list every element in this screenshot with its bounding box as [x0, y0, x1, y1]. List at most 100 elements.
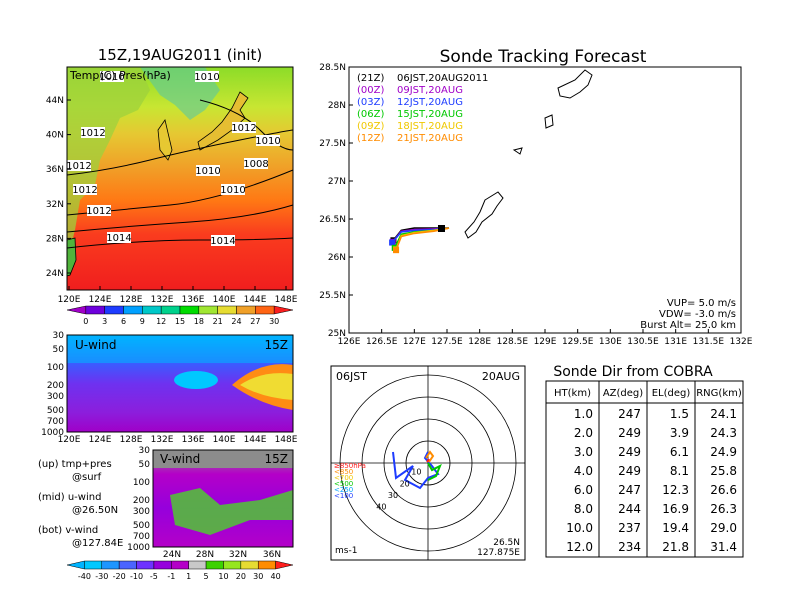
legend-text: 18JST,20AUG: [397, 121, 463, 132]
isobar-label: 1014: [210, 236, 235, 247]
table-cell: 249: [618, 464, 641, 478]
lon-tick-label: 128E: [120, 295, 143, 305]
lon-tick-label: 126E: [338, 337, 361, 347]
uwind-upper-band: [67, 335, 293, 363]
table-cell: 19.4: [662, 521, 689, 535]
map-plot: 1010 1010 1012 1012 1010 1008 1012 1010 …: [66, 66, 294, 291]
isobar-label: 1008: [243, 159, 268, 170]
vwind-time: 15Z: [265, 452, 289, 466]
pressure-tick-label: 50: [53, 345, 65, 355]
legend-text: 09JST,20AUG: [397, 85, 463, 96]
table-cell: 29.0: [710, 521, 737, 535]
hodograph-mid: [427, 462, 442, 481]
table-cell: 25.8: [710, 464, 737, 478]
colorbar-swatch: [136, 560, 155, 570]
isobar-line: [66, 129, 294, 176]
table-title: Sonde Dir from COBRA: [553, 364, 713, 380]
table-cell: 1.0: [574, 407, 593, 421]
colorbar-swatch: [66, 305, 87, 315]
note-line: (mid) u-wind: [38, 492, 101, 503]
colorbar-swatch: [104, 305, 124, 315]
map-lat-axis: 44N 40N 36N 32N 28N 24N: [46, 96, 71, 279]
table-cell: 12.3: [662, 483, 689, 497]
isobar-label: 1012: [231, 123, 256, 134]
pressure-tick-label: 200: [47, 381, 64, 391]
lon-tick-label: 128.5E: [497, 337, 529, 347]
uwind-plot: U-wind 15Z: [66, 334, 294, 433]
panel-notes: (up) tmp+pres @surf (mid) u-wind @26.50N…: [38, 459, 123, 549]
vwind-positive-region: [170, 488, 293, 535]
table-cell: 24.1: [710, 407, 737, 421]
colorbar-swatch: [66, 560, 85, 570]
uwind-title: U-wind: [75, 338, 116, 352]
uwind-easterly-core: [174, 371, 218, 389]
legend-code: (12Z): [357, 133, 384, 144]
pressure-tick-label: 1000: [127, 543, 150, 553]
polar-lat: 26.5N: [493, 538, 520, 548]
hodograph: [392, 450, 442, 490]
legend-code: (06Z): [357, 109, 384, 120]
track-title: Sonde Tracking Forecast: [440, 47, 647, 67]
lon-tick-label: 126.5E: [366, 337, 398, 347]
level-label: <250: [334, 486, 353, 494]
vwind-title: V-wind: [160, 452, 200, 466]
table-cell: 8.0: [574, 502, 593, 516]
lat-tick-label: 27.5N: [319, 139, 346, 149]
lon-tick-label: 148E: [275, 295, 298, 305]
isobar-label: 1014: [106, 233, 131, 244]
colorbar-swatch: [205, 560, 224, 570]
hodograph-upper: [392, 451, 440, 490]
island-outline: [544, 114, 554, 129]
pressure-tick-label: 200: [133, 496, 150, 506]
colorbar-swatch: [160, 305, 181, 315]
lon-tick-label: 130E: [599, 337, 622, 347]
mainland-landmass: [67, 67, 150, 255]
pressure-tick-label: 100: [47, 363, 64, 373]
table-cell: 2.0: [574, 426, 593, 440]
colorbar-label: 40: [271, 572, 281, 581]
legend-code: (03Z): [357, 97, 384, 108]
isobar-line: [66, 204, 294, 233]
ring-label: 10: [411, 468, 421, 477]
table-cell: 3.9: [670, 426, 689, 440]
polar-unit: ms-1: [335, 546, 357, 556]
legend-code: (09Z): [357, 121, 384, 132]
legend-text: 21JST,20AUG: [397, 133, 463, 144]
table-cell: 1.5: [670, 407, 689, 421]
table-cell: 26.6: [710, 483, 737, 497]
pressure-tick-label: 700: [133, 532, 150, 542]
lat-tick-label: 27N: [328, 177, 346, 187]
pressure-tick-label: 30: [53, 331, 65, 341]
track-frame: [348, 66, 742, 334]
track-legend: (21Z) 06JST,20AUG2011 (00Z) 09JST,20AUG (03Z…: [357, 73, 488, 144]
polar-date: 20AUG: [482, 370, 520, 383]
lat-tick-label: 32N: [46, 200, 64, 210]
sonde-table: HT(km) AZ(deg) EL(deg) RNG(km) 1.0 247 1.5 24.1…: [545, 380, 744, 558]
legend-code: (21Z): [357, 73, 384, 84]
colorbar-label: -1: [167, 572, 175, 581]
temp-colorbar: 0 3 6 9 12 15 18 21 24 27 30: [66, 305, 294, 326]
table-header: RNG(km): [696, 388, 742, 399]
lon-tick-label: 131E: [664, 337, 687, 347]
table-cell: 4.0: [574, 464, 593, 478]
isobar-label: 1010: [195, 166, 220, 177]
lat-tick-label: 25.5N: [319, 291, 346, 301]
colorbar-swatch: [118, 560, 137, 570]
hodograph-lower: [425, 450, 435, 463]
lon-tick-label: 140E: [213, 295, 236, 305]
table-cell: 3.0: [574, 445, 593, 459]
lat-tick-label: 24N: [46, 269, 64, 279]
table-cell: 6.1: [670, 445, 689, 459]
polar-time: 06JST: [336, 370, 367, 383]
lon-tick-label: 140E: [213, 435, 236, 445]
launch-point-marker: [438, 225, 445, 232]
colorbar-swatch: [85, 305, 105, 315]
lat-tick-label: 28N: [46, 234, 64, 244]
lat-tick-label: 28N: [196, 550, 214, 560]
table-cell: 237: [618, 521, 641, 535]
pressure-tick-label: 100: [133, 478, 150, 488]
colorbar-label: 21: [213, 317, 223, 326]
level-label: <700: [334, 474, 353, 482]
